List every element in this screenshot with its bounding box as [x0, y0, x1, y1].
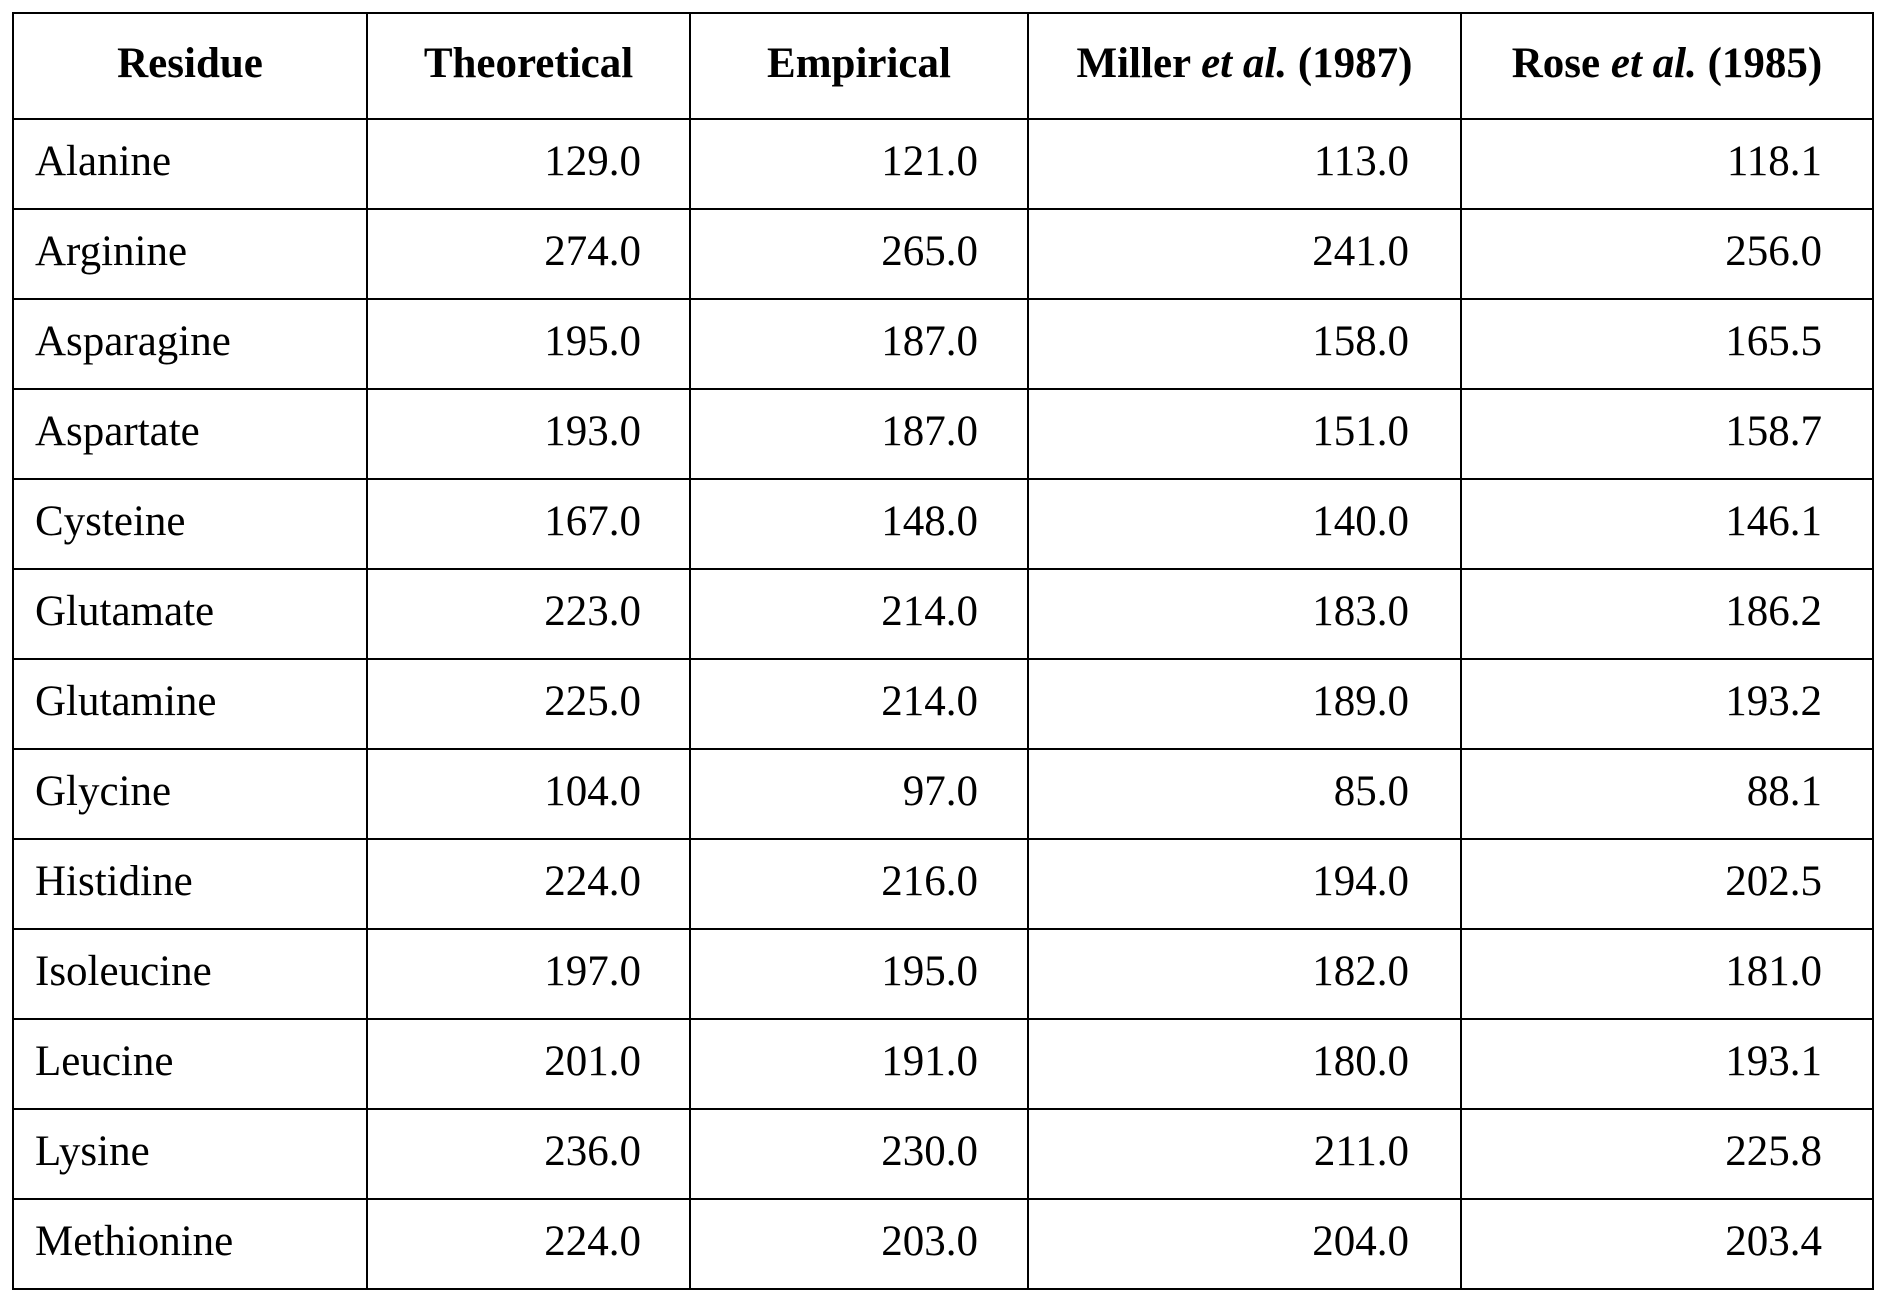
residue-table: Residue Theoretical Empirical Miller et …: [12, 12, 1874, 1290]
cell-rose: 88.1: [1461, 749, 1873, 839]
header-residue: Residue: [13, 13, 367, 119]
cell-miller: 194.0: [1028, 839, 1461, 929]
cell-residue: Aspartate: [13, 389, 367, 479]
header-rose: Rose et al. (1985): [1461, 13, 1873, 119]
table-body: Alanine129.0121.0113.0118.1Arginine274.0…: [13, 119, 1873, 1289]
header-rose-etal: et al.: [1611, 40, 1697, 87]
cell-theoretical: 104.0: [367, 749, 690, 839]
header-rose-author: Rose: [1512, 40, 1611, 87]
cell-theoretical: 193.0: [367, 389, 690, 479]
table-row: Cysteine167.0148.0140.0146.1: [13, 479, 1873, 569]
cell-rose: 146.1: [1461, 479, 1873, 569]
header-miller-author: Miller: [1077, 40, 1202, 87]
cell-residue: Cysteine: [13, 479, 367, 569]
cell-empirical: 195.0: [690, 929, 1028, 1019]
cell-miller: 158.0: [1028, 299, 1461, 389]
cell-empirical: 148.0: [690, 479, 1028, 569]
cell-residue: Glutamine: [13, 659, 367, 749]
cell-miller: 151.0: [1028, 389, 1461, 479]
cell-residue: Leucine: [13, 1019, 367, 1109]
table-row: Alanine129.0121.0113.0118.1: [13, 119, 1873, 209]
cell-miller: 182.0: [1028, 929, 1461, 1019]
table-row: Glutamine225.0214.0189.0193.2: [13, 659, 1873, 749]
cell-theoretical: 197.0: [367, 929, 690, 1019]
cell-theoretical: 225.0: [367, 659, 690, 749]
cell-residue: Methionine: [13, 1199, 367, 1289]
cell-residue: Isoleucine: [13, 929, 367, 1019]
cell-miller: 241.0: [1028, 209, 1461, 299]
cell-miller: 189.0: [1028, 659, 1461, 749]
cell-theoretical: 274.0: [367, 209, 690, 299]
cell-empirical: 265.0: [690, 209, 1028, 299]
table-row: Aspartate193.0187.0151.0158.7: [13, 389, 1873, 479]
table-row: Glycine104.097.085.088.1: [13, 749, 1873, 839]
cell-rose: 181.0: [1461, 929, 1873, 1019]
cell-empirical: 214.0: [690, 569, 1028, 659]
table-row: Isoleucine197.0195.0182.0181.0: [13, 929, 1873, 1019]
cell-empirical: 216.0: [690, 839, 1028, 929]
cell-empirical: 187.0: [690, 299, 1028, 389]
cell-rose: 202.5: [1461, 839, 1873, 929]
cell-theoretical: 224.0: [367, 839, 690, 929]
header-rose-year: (1985): [1697, 40, 1822, 87]
header-miller-year: (1987): [1287, 40, 1412, 87]
cell-rose: 165.5: [1461, 299, 1873, 389]
cell-residue: Glycine: [13, 749, 367, 839]
cell-rose: 193.1: [1461, 1019, 1873, 1109]
cell-empirical: 230.0: [690, 1109, 1028, 1199]
cell-residue: Arginine: [13, 209, 367, 299]
cell-miller: 113.0: [1028, 119, 1461, 209]
table-row: Leucine201.0191.0180.0193.1: [13, 1019, 1873, 1109]
cell-theoretical: 223.0: [367, 569, 690, 659]
table-row: Methionine224.0203.0204.0203.4: [13, 1199, 1873, 1289]
cell-rose: 118.1: [1461, 119, 1873, 209]
cell-miller: 180.0: [1028, 1019, 1461, 1109]
table-row: Arginine274.0265.0241.0256.0: [13, 209, 1873, 299]
cell-empirical: 203.0: [690, 1199, 1028, 1289]
header-miller-etal: et al.: [1201, 40, 1287, 87]
header-miller: Miller et al. (1987): [1028, 13, 1461, 119]
cell-rose: 256.0: [1461, 209, 1873, 299]
cell-empirical: 191.0: [690, 1019, 1028, 1109]
cell-rose: 203.4: [1461, 1199, 1873, 1289]
cell-miller: 85.0: [1028, 749, 1461, 839]
cell-residue: Lysine: [13, 1109, 367, 1199]
cell-miller: 204.0: [1028, 1199, 1461, 1289]
cell-empirical: 121.0: [690, 119, 1028, 209]
header-row: Residue Theoretical Empirical Miller et …: [13, 13, 1873, 119]
table-row: Glutamate223.0214.0183.0186.2: [13, 569, 1873, 659]
cell-miller: 211.0: [1028, 1109, 1461, 1199]
cell-miller: 140.0: [1028, 479, 1461, 569]
cell-rose: 158.7: [1461, 389, 1873, 479]
cell-theoretical: 167.0: [367, 479, 690, 569]
cell-theoretical: 201.0: [367, 1019, 690, 1109]
cell-residue: Asparagine: [13, 299, 367, 389]
table-row: Histidine224.0216.0194.0202.5: [13, 839, 1873, 929]
cell-empirical: 214.0: [690, 659, 1028, 749]
cell-empirical: 97.0: [690, 749, 1028, 839]
cell-residue: Histidine: [13, 839, 367, 929]
cell-empirical: 187.0: [690, 389, 1028, 479]
cell-theoretical: 195.0: [367, 299, 690, 389]
cell-theoretical: 224.0: [367, 1199, 690, 1289]
header-empirical: Empirical: [690, 13, 1028, 119]
table-row: Lysine236.0230.0211.0225.8: [13, 1109, 1873, 1199]
cell-rose: 225.8: [1461, 1109, 1873, 1199]
cell-rose: 186.2: [1461, 569, 1873, 659]
cell-theoretical: 129.0: [367, 119, 690, 209]
cell-residue: Alanine: [13, 119, 367, 209]
cell-theoretical: 236.0: [367, 1109, 690, 1199]
cell-miller: 183.0: [1028, 569, 1461, 659]
header-theoretical: Theoretical: [367, 13, 690, 119]
table-row: Asparagine195.0187.0158.0165.5: [13, 299, 1873, 389]
cell-rose: 193.2: [1461, 659, 1873, 749]
cell-residue: Glutamate: [13, 569, 367, 659]
